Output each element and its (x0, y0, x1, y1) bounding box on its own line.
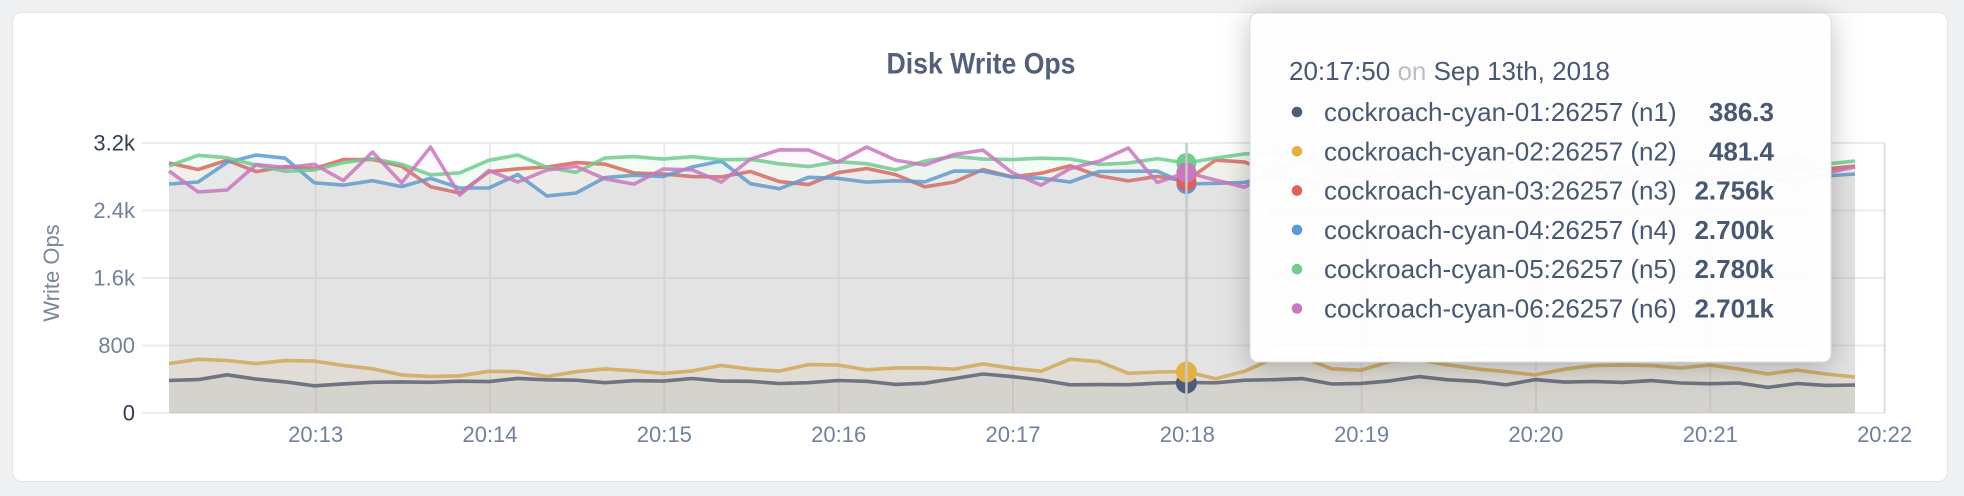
svg-text:cockroach-cyan-04:26257 (n4): cockroach-cyan-04:26257 (n4) (1324, 215, 1677, 245)
svg-text:20:14: 20:14 (462, 422, 517, 447)
svg-text:20:16: 20:16 (811, 422, 866, 447)
svg-text:1.6k: 1.6k (93, 266, 136, 291)
svg-text:386.3: 386.3 (1709, 97, 1774, 127)
svg-text:Disk Write Ops: Disk Write Ops (887, 48, 1076, 81)
svg-text:20:18: 20:18 (1160, 422, 1215, 447)
svg-text:3.2k: 3.2k (93, 131, 136, 156)
svg-text:800: 800 (98, 333, 135, 358)
svg-text:cockroach-cyan-03:26257 (n3): cockroach-cyan-03:26257 (n3) (1324, 176, 1677, 206)
svg-text:20:15: 20:15 (637, 422, 692, 447)
svg-text:20:19: 20:19 (1334, 422, 1389, 447)
svg-text:2.4k: 2.4k (93, 198, 136, 223)
svg-text:20:22: 20:22 (1857, 422, 1912, 447)
svg-text:2.701k: 2.701k (1694, 294, 1774, 324)
svg-text:cockroach-cyan-01:26257 (n1): cockroach-cyan-01:26257 (n1) (1324, 97, 1677, 127)
svg-text:20:17: 20:17 (985, 422, 1040, 447)
svg-text:2.700k: 2.700k (1694, 215, 1774, 245)
svg-text:20:21: 20:21 (1683, 422, 1738, 447)
svg-text:cockroach-cyan-06:26257 (n6): cockroach-cyan-06:26257 (n6) (1324, 294, 1677, 324)
svg-text:20:17:50 on Sep 13th, 2018: 20:17:50 on Sep 13th, 2018 (1289, 56, 1610, 86)
svg-text:0: 0 (123, 401, 135, 426)
svg-text:481.4: 481.4 (1709, 136, 1775, 166)
svg-text:2.756k: 2.756k (1694, 176, 1774, 206)
svg-text:Write Ops: Write Ops (39, 224, 64, 321)
svg-text:20:20: 20:20 (1508, 422, 1563, 447)
svg-text:20:13: 20:13 (288, 422, 343, 447)
svg-text:2.780k: 2.780k (1694, 254, 1774, 284)
svg-text:cockroach-cyan-05:26257 (n5): cockroach-cyan-05:26257 (n5) (1324, 254, 1677, 284)
svg-text:cockroach-cyan-02:26257 (n2): cockroach-cyan-02:26257 (n2) (1324, 136, 1677, 166)
